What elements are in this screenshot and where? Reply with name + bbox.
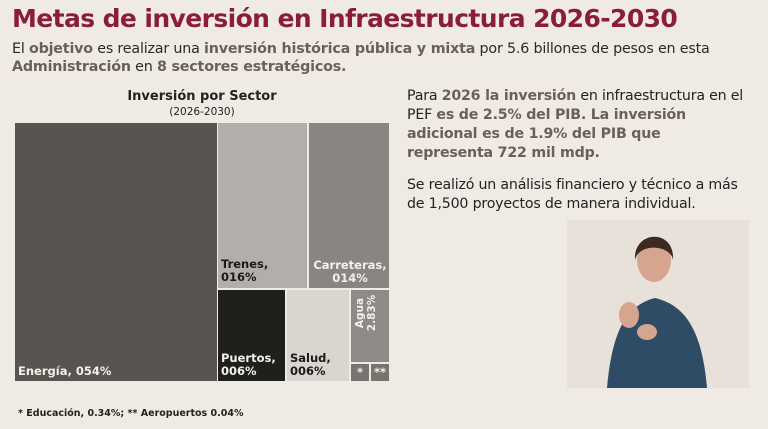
- footnote: * Educación, 0.34%; ** Aeropuertos 0.04%: [18, 408, 244, 419]
- slide-title: Metas de inversión en Infraestructura 20…: [12, 4, 678, 33]
- treemap-label: Trenes, 016%: [221, 257, 269, 284]
- treemap-label: Puertos, 006%: [221, 351, 276, 378]
- treemap-cell-salud: Salud, 006%: [287, 290, 349, 381]
- treemap-label: Agua 2.83%: [354, 294, 378, 332]
- treemap-cell-carreteras: Carreteras, 014%: [309, 123, 389, 288]
- treemap-label: *: [356, 365, 363, 379]
- treemap-cell-trenes: Trenes, 016%: [218, 123, 307, 288]
- treemap-label: Carreteras, 014%: [313, 258, 387, 285]
- chart-subtitle: (2026-2030): [169, 106, 235, 118]
- treemap-cell-puertos: Puertos, 006%: [218, 290, 285, 381]
- paragraph-analysis: Se realizó un análisis financiero y técn…: [407, 177, 738, 212]
- treemap-label: Energía, 054%: [18, 364, 112, 378]
- sign-interpreter-video: [567, 220, 749, 388]
- treemap-cell-aeropuertos: **: [371, 364, 389, 381]
- treemap-label: Salud, 006%: [290, 351, 331, 378]
- treemap-cell-energía: Energía, 054%: [15, 123, 217, 381]
- treemap-cell-agua: Agua 2.83%: [351, 290, 389, 362]
- interpreter-figure: [567, 220, 749, 388]
- paragraph-pib: Para 2026 la inversión en infraestructur…: [407, 88, 744, 161]
- treemap-label: **: [373, 365, 387, 379]
- treemap-cell-educación: *: [351, 364, 369, 381]
- chart-title: Inversión por Sector: [127, 89, 277, 104]
- slide-subtitle: El objetivo es realizar una inversión hi…: [12, 41, 710, 75]
